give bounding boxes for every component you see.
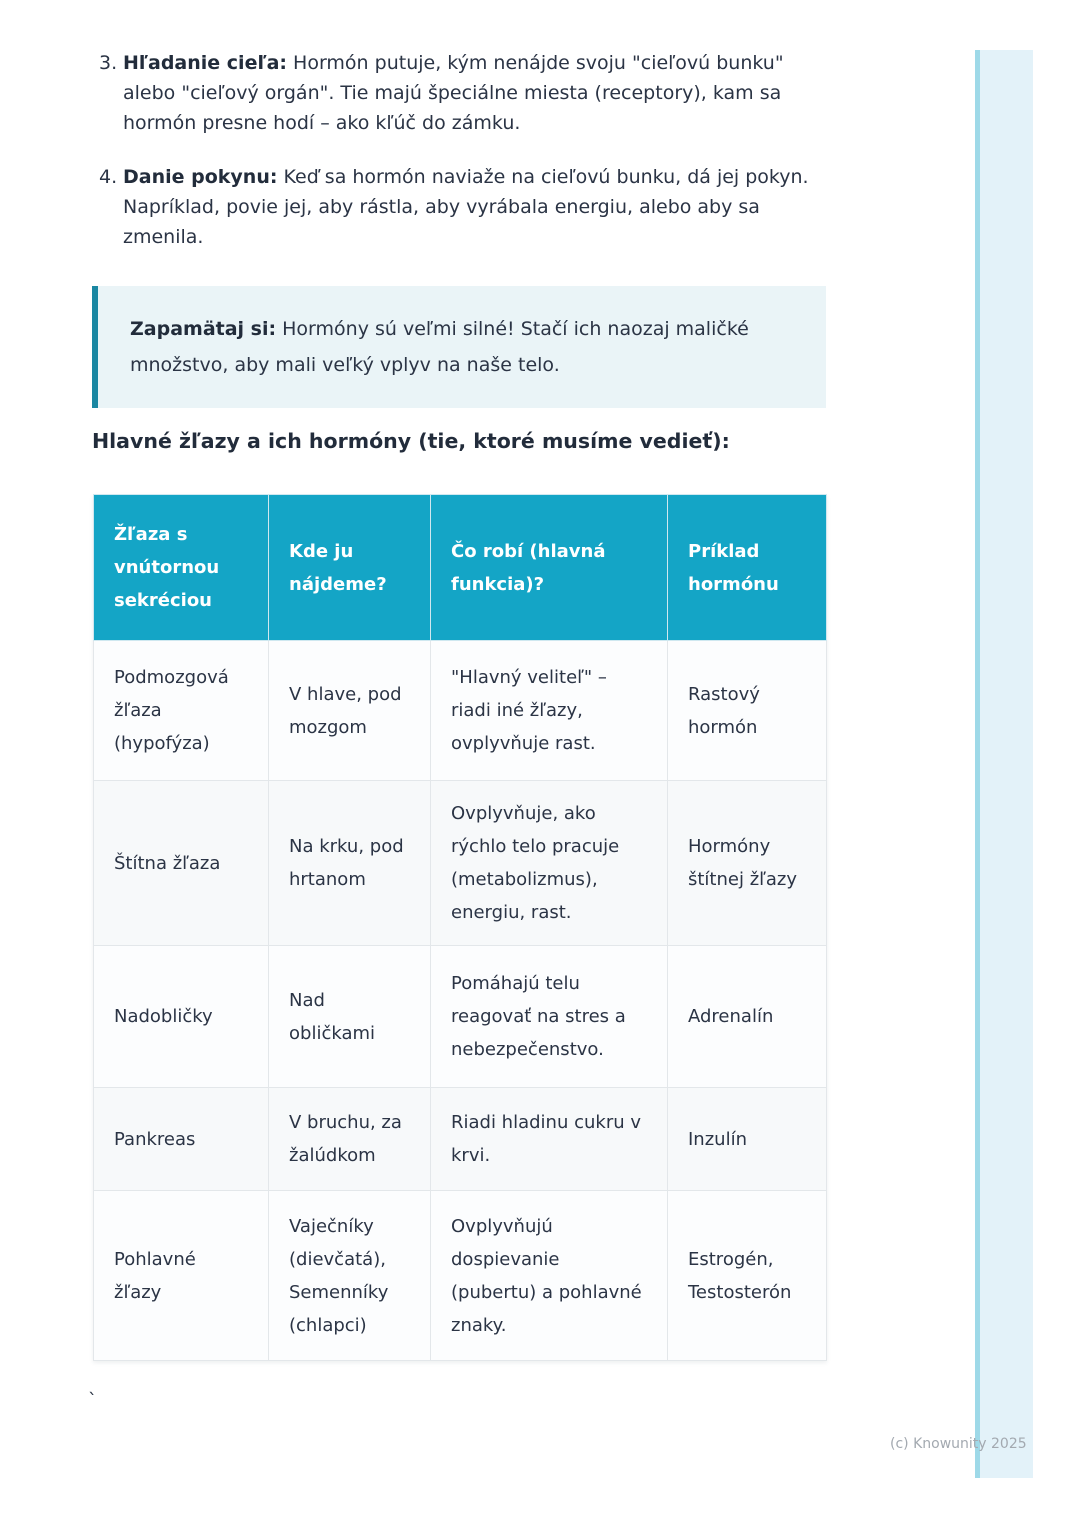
numbered-list-item-4: 4. Danie pokynu: Keď sa hormón naviaže n… [99,162,826,252]
table-cell: Nad obličkami [268,945,431,1088]
table-header-row: Žľaza s vnútornou sekréciou Kde ju nájde… [93,494,827,641]
table-header-cell: Žľaza s vnútornou sekréciou [93,494,269,641]
table-cell: Ovplyvňujú dospievanie (pubertu) a pohla… [430,1190,668,1361]
page-footer-copyright: (c) Knowunity 2025 [890,1436,1027,1452]
list-body-text: Hormón putuje, kým nenájde svoju "cieľov… [123,52,784,134]
table-cell: Na krku, pod hrtanom [268,780,431,946]
section-heading: Hlavné žľazy a ich hormóny (tie, ktoré m… [92,429,730,453]
table-row: Podmozgová žľaza (hypofýza) V hlave, pod… [93,640,827,781]
table-cell: Pomáhajú telu reagovať na stres a nebezp… [430,945,668,1088]
table-cell: Pankreas [93,1087,269,1191]
table-cell: Estrogén, Testosterón [667,1190,827,1361]
table-header-cell: Príklad hormónu [667,494,827,641]
list-number: 3. [99,52,118,74]
table-cell: Riadi hladinu cukru v krvi. [430,1087,668,1191]
callout-lead-bold: Zapamätaj si: [130,318,277,340]
stray-backtick-mark: ` [88,1390,97,1411]
numbered-list-item-3: 3. Hľadanie cieľa: Hormón putuje, kým ne… [99,48,826,138]
glands-hormones-table: Žľaza s vnútornou sekréciou Kde ju nájde… [93,494,827,1361]
table-cell: Vaječníky (dievčatá), Semenníky (chlapci… [268,1190,431,1361]
table-cell: Podmozgová žľaza (hypofýza) [93,640,269,781]
list-body-text: Keď sa hormón naviaže na cieľovú bunku, … [123,166,809,248]
table-header-cell: Čo robí (hlavná funkcia)? [430,494,668,641]
table-cell: Adrenalín [667,945,827,1088]
list-lead-bold: Danie pokynu: [123,166,278,188]
table-cell: "Hlavný veliteľ" – riadi iné žľazy, ovpl… [430,640,668,781]
table-cell: Inzulín [667,1087,827,1191]
table-row: Nadobličky Nad obličkami Pomáhajú telu r… [93,945,827,1088]
table-cell: Ovplyvňuje, ako rýchlo telo pracuje (met… [430,780,668,946]
table-cell: V bruchu, za žalúdkom [268,1087,431,1191]
table-cell: Nadobličky [93,945,269,1088]
list-text: Danie pokynu: Keď sa hormón naviaže na c… [123,162,826,252]
callout-text: Hormóny sú veľmi silné! Stačí ich naozaj… [130,318,749,376]
list-text: Hľadanie cieľa: Hormón putuje, kým nenáj… [123,48,826,138]
list-number: 4. [99,166,118,188]
callout-box: Zapamätaj si: Hormóny sú veľmi silné! St… [92,286,826,408]
table-cell: V hlave, pod mozgom [268,640,431,781]
table-cell: Rastový hormón [667,640,827,781]
table-row: Štítna žľaza Na krku, pod hrtanom Ovplyv… [93,780,827,946]
table-row: Pohlavné žľazy Vaječníky (dievčatá), Sem… [93,1190,827,1361]
table-cell: Pohlavné žľazy [93,1190,269,1361]
table-row: Pankreas V bruchu, za žalúdkom Riadi hla… [93,1087,827,1191]
table-cell: Hormóny štítnej žľazy [667,780,827,946]
table-cell: Štítna žľaza [93,780,269,946]
right-margin-strip [975,50,1033,1478]
list-lead-bold: Hľadanie cieľa: [123,52,287,74]
table-header-cell: Kde ju nájdeme? [268,494,431,641]
